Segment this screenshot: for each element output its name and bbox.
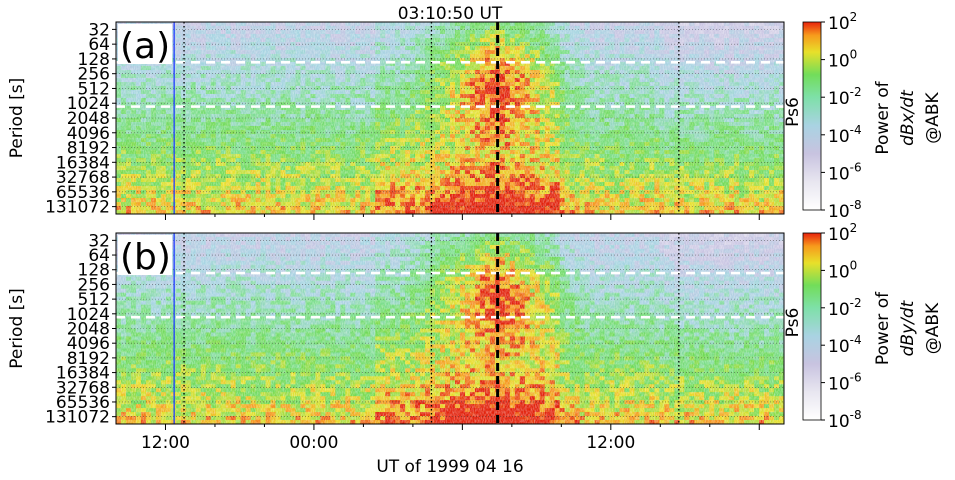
spectrogram [116,22,784,214]
panel-a: 3264128256512102420484096819216384327686… [7,10,943,222]
chart-title: 03:10:50 UT [398,4,503,24]
